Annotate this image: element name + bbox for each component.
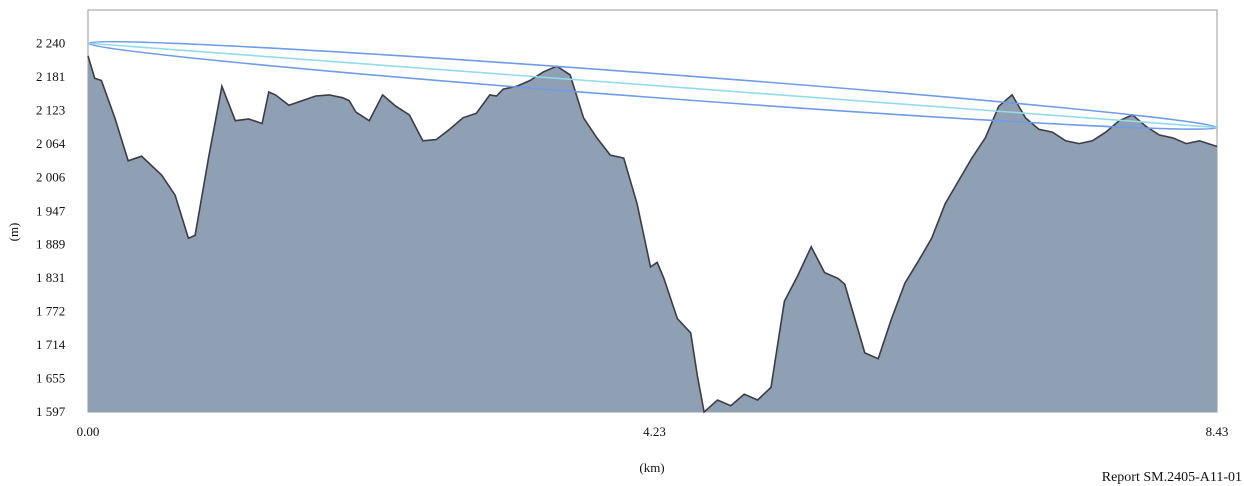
x-axis-label: (km): [639, 460, 664, 475]
y-tick-label: 1 597: [36, 404, 66, 419]
y-axis-label: (m): [6, 223, 21, 242]
line-of-sight: [87, 42, 1218, 129]
report-reference: Report SM.2405-A11-01: [1101, 470, 1242, 485]
y-tick-label: 1 655: [36, 371, 65, 386]
y-tick-label: 2 240: [36, 35, 65, 50]
y-tick-label: 2 064: [36, 136, 66, 151]
y-tick-label: 2 006: [36, 169, 66, 184]
y-tick-label: 1 772: [36, 304, 65, 319]
y-tick-label: 1 831: [36, 270, 65, 285]
terrain-profile-line: [87, 55, 1218, 414]
terrain-area: [88, 55, 1217, 413]
y-tick-label: 2 181: [36, 69, 65, 84]
y-tick-label: 1 889: [36, 237, 65, 252]
y-axis-ticks: 1 597 1 655 1 714 1 772 1 831 1 889 1 947 2 006…: [36, 35, 66, 419]
y-tick-label: 1 714: [36, 337, 66, 352]
x-tick-label: 0.00: [77, 424, 100, 439]
x-axis-ticks: 0.00 4.23 8.43: [77, 424, 1229, 439]
plot-area: [87, 9, 1218, 414]
x-tick-label: 8.43: [1206, 424, 1229, 439]
y-tick-label: 2 123: [36, 102, 65, 117]
x-tick-label: 4.23: [643, 424, 666, 439]
y-tick-label: 1 947: [36, 203, 66, 218]
